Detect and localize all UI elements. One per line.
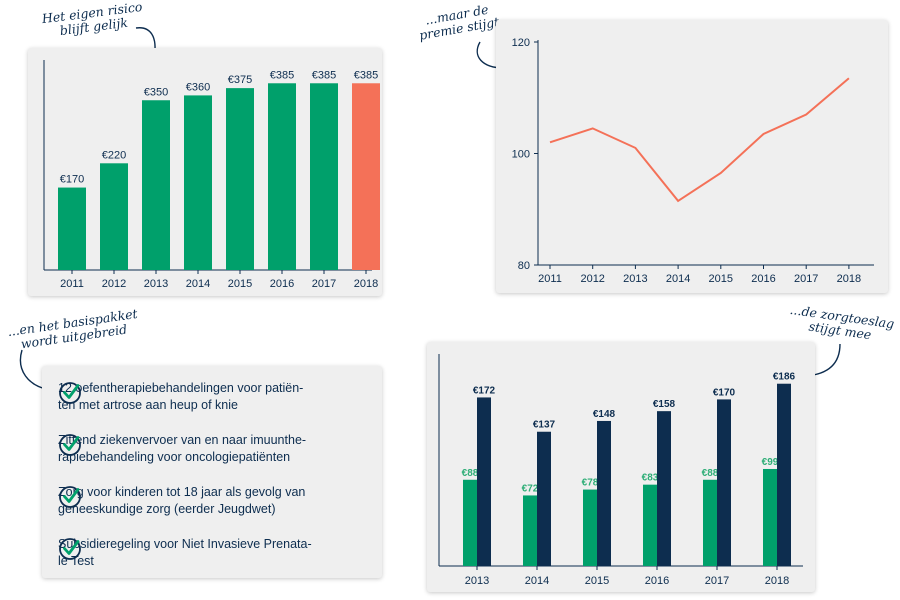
bar-2013-series-1: [463, 479, 477, 566]
package-item-line: Subsidieregeling voor Niet Invasieve Pre…: [58, 537, 312, 551]
x-tick-label-2016: 2016: [270, 278, 294, 290]
data-label-2016: €385: [270, 69, 294, 81]
check-circle-icon: [59, 486, 81, 508]
package-item: Zittend ziekenvervoer van en naar imuunt…: [58, 432, 376, 466]
bar-2014-series-1: [523, 495, 537, 566]
allowance-grouped-bar-chart: €88 €172 2013 €72 €137 2014 €78 €148 2015 €83 €158…: [438, 354, 803, 587]
x-tick-label-2017: 2017: [312, 278, 336, 290]
data-label-2016-series-2: €158: [653, 399, 676, 410]
x-tick-label-2011: 2011: [60, 278, 84, 290]
data-label-2018-series-1: €99: [762, 457, 779, 468]
bar-2011: [58, 187, 86, 270]
data-label-2013: €350: [144, 86, 168, 98]
package-item-line: Zittend ziekenvervoer van en naar imuunt…: [58, 433, 307, 447]
bar-2015-series-1: [583, 489, 597, 566]
bar-2017: [310, 83, 338, 271]
x-tick-label-2016: 2016: [751, 273, 775, 285]
y-tick-label-100: 100: [512, 149, 530, 161]
bar-2018-series-1: [763, 468, 777, 566]
data-label-2017: €385: [312, 69, 336, 81]
data-label-2013-series-2: €172: [473, 385, 496, 396]
premium-series-line: [549, 77, 850, 203]
data-label-2013-series-1: €88: [462, 468, 479, 479]
y-tick-label-120: 120: [512, 37, 530, 49]
x-tick-label-2014: 2014: [666, 273, 690, 285]
x-tick-label-2013: 2013: [623, 273, 647, 285]
x-tick-label-2013: 2013: [144, 278, 168, 290]
x-tick-label-2017: 2017: [705, 575, 729, 587]
bar-2015: [226, 88, 254, 270]
bar-2017-series-2: [717, 399, 731, 566]
bar-2014-series-2: [537, 431, 551, 566]
bar-2018: [352, 83, 380, 271]
bar-2013: [142, 100, 170, 270]
data-label-2017-series-1: €88: [702, 468, 719, 479]
data-label-2014-series-1: €72: [522, 483, 539, 494]
x-tick-label-2013: 2013: [465, 575, 489, 587]
data-label-2015: €375: [228, 74, 252, 86]
data-label-2014: €360: [186, 81, 210, 93]
bar-2012: [100, 163, 128, 270]
package-item-line: ten met artrose aan heup of knie: [58, 398, 238, 412]
package-item: Zorg voor kinderen tot 18 jaar als gevol…: [58, 484, 376, 518]
data-label-2011: €170: [60, 174, 84, 186]
x-tick-label-2015: 2015: [585, 575, 609, 587]
bar-2016-series-1: [643, 484, 657, 566]
bar-2017-series-1: [703, 479, 717, 566]
package-item-text: Zorg voor kinderen tot 18 jaar als gevol…: [58, 484, 305, 518]
x-tick-label-2012: 2012: [102, 278, 126, 290]
x-tick-label-2014: 2014: [186, 278, 210, 290]
data-label-2014-series-2: €137: [533, 420, 556, 431]
check-circle-icon: [59, 538, 81, 560]
premium-line-chart: 80 100 120 2011 2012 2013 2014 2015 2016 2017 2018: [512, 37, 874, 285]
y-tick-label-80: 80: [518, 260, 530, 272]
data-label-2018: €385: [354, 69, 378, 81]
package-item-line: Zorg voor kinderen tot 18 jaar als gevol…: [58, 485, 306, 499]
check-circle-icon: [59, 434, 81, 456]
bar-2018-series-2: [777, 383, 791, 566]
own-risk-bar-chart: €170 2011 €220 2012 €350 2013 €360 2014 €375 2015…: [43, 60, 380, 290]
basic-package-panel: 12 oefentherapiebehandelingen voor patië…: [42, 366, 382, 578]
own-risk-chart-panel: €170 2011 €220 2012 €350 2013 €360 2014 €375 2015…: [28, 48, 382, 296]
x-tick-label-2018: 2018: [354, 278, 378, 290]
data-label-2012: €220: [102, 149, 126, 161]
x-tick-label-2018: 2018: [765, 575, 789, 587]
bar-2013-series-2: [477, 397, 491, 566]
x-tick-label-2016: 2016: [645, 575, 669, 587]
data-label-2015-series-2: €148: [593, 409, 616, 420]
bar-2015-series-2: [597, 420, 611, 566]
data-label-2016-series-1: €83: [642, 473, 659, 484]
data-label-2018-series-2: €186: [773, 372, 796, 383]
x-tick-label-2015: 2015: [228, 278, 252, 290]
package-item: Subsidieregeling voor Niet Invasieve Pre…: [58, 536, 376, 570]
x-tick-label-2017: 2017: [794, 273, 818, 285]
premium-chart-panel: 80 100 120 2011 2012 2013 2014 2015 2016 2017 2018: [496, 20, 888, 293]
package-item: 12 oefentherapiebehandelingen voor patië…: [58, 380, 376, 414]
x-tick-label-2014: 2014: [525, 575, 549, 587]
package-item-text: Subsidieregeling voor Niet Invasieve Pre…: [58, 536, 312, 570]
x-tick-label-2012: 2012: [580, 273, 604, 285]
package-item-line: 12 oefentherapiebehandelingen voor patië…: [58, 381, 304, 395]
x-tick-label-2015: 2015: [709, 273, 733, 285]
x-tick-label-2018: 2018: [837, 273, 861, 285]
bar-2016-series-2: [657, 411, 671, 566]
x-tick-label-2011: 2011: [538, 273, 562, 285]
data-label-2017-series-2: €170: [713, 387, 736, 398]
package-item-line: rapiebehandeling voor oncologiepatiënten: [58, 450, 291, 464]
bar-2014: [184, 95, 212, 271]
allowance-chart-panel: €88 €172 2013 €72 €137 2014 €78 €148 2015 €83 €158…: [427, 342, 815, 592]
data-label-2015-series-1: €78: [582, 478, 599, 489]
bar-2016: [268, 83, 296, 271]
check-circle-icon: [59, 382, 81, 404]
package-item-line: le Test: [58, 554, 94, 568]
package-item-text: Zittend ziekenvervoer van en naar imuunt…: [58, 432, 306, 466]
package-item-line: geneeskundige zorg (eerder Jeugdwet): [58, 502, 276, 516]
package-item-text: 12 oefentherapiebehandelingen voor patië…: [58, 380, 303, 414]
